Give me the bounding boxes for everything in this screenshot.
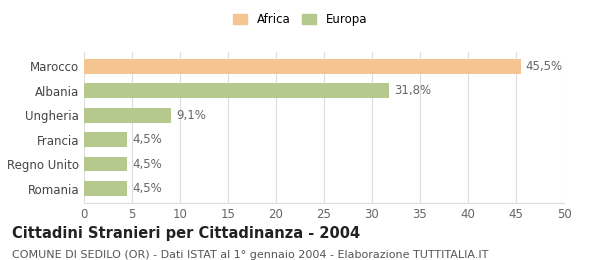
Bar [84,108,172,122]
Bar [84,83,389,98]
Bar [84,59,521,74]
Text: 4,5%: 4,5% [132,133,162,146]
Bar [84,181,127,196]
Text: 31,8%: 31,8% [394,84,431,97]
Bar [84,157,127,171]
Text: 4,5%: 4,5% [132,182,162,195]
Bar [84,132,127,147]
Text: 45,5%: 45,5% [526,60,563,73]
Text: 9,1%: 9,1% [176,109,206,122]
Text: COMUNE DI SEDILO (OR) - Dati ISTAT al 1° gennaio 2004 - Elaborazione TUTTITALIA.: COMUNE DI SEDILO (OR) - Dati ISTAT al 1°… [12,250,488,259]
Text: 4,5%: 4,5% [132,158,162,171]
Text: Cittadini Stranieri per Cittadinanza - 2004: Cittadini Stranieri per Cittadinanza - 2… [12,226,360,241]
Legend: Africa, Europa: Africa, Europa [228,9,372,31]
